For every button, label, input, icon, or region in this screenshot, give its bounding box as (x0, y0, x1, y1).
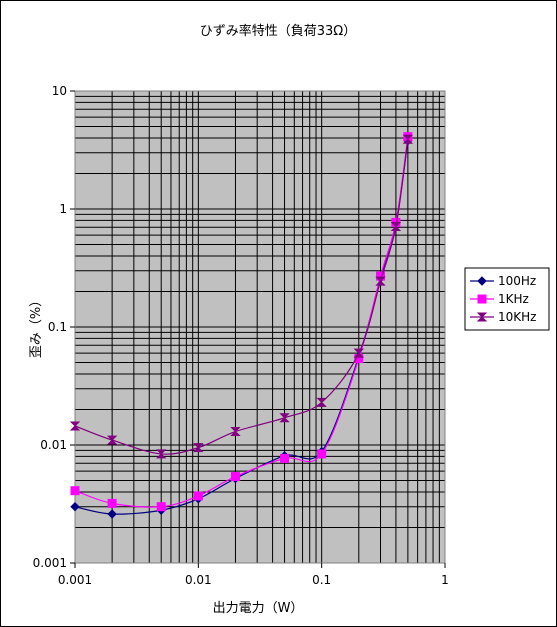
data-point-0 (107, 509, 117, 519)
x-tick-label: 0.01 (185, 573, 212, 587)
y-tick-label: 0.001 (33, 556, 67, 570)
data-point-2 (390, 222, 402, 232)
data-point-2 (375, 276, 386, 286)
data-point-2 (230, 427, 241, 437)
data-point-0 (70, 501, 80, 512)
legend-marker-1 (477, 294, 487, 304)
series-line-1 (74, 136, 409, 508)
data-point-1 (70, 486, 80, 496)
x-tick-label: 0.1 (312, 573, 331, 587)
data-point-1 (230, 472, 240, 482)
y-tick-label: 0.1 (48, 320, 67, 334)
data-point-1 (107, 498, 117, 508)
data-point-1 (156, 502, 166, 512)
y-tick-label: 1 (59, 202, 67, 216)
y-tick-label: 10 (52, 84, 67, 98)
data-point-1 (317, 449, 327, 459)
legend: 100Hz 1KHz 10KHz (464, 267, 550, 331)
series-line-2 (74, 139, 409, 455)
data-point-1 (193, 491, 203, 501)
y-tick-label: 0.01 (40, 438, 67, 452)
data-point-2 (193, 443, 204, 453)
y-axis-label: 歪み（%） (29, 294, 44, 358)
x-tick-label: 0.001 (58, 573, 92, 587)
legend-label-2: 10KHz (498, 310, 536, 324)
data-point-2 (155, 449, 167, 459)
legend-marker-2 (476, 312, 488, 322)
data-point-2 (316, 397, 327, 407)
data-point-2 (402, 134, 414, 144)
legend-label-0: 100Hz (498, 274, 536, 288)
x-axis-label: 出力電力（W） (213, 601, 304, 616)
chart-title: ひずみ率特性（負荷33Ω） (200, 23, 356, 39)
data-point-2 (69, 421, 81, 431)
data-point-1 (280, 453, 290, 463)
x-tick-label: 1 (441, 573, 449, 587)
legend-marker-0 (477, 276, 487, 286)
data-point-2 (279, 413, 290, 423)
data-point-2 (106, 435, 118, 445)
plot-area: 0.001 0.01 0.1 1 0.001 0.01 0.1 1 10 (33, 84, 449, 587)
data-point-2 (353, 348, 365, 358)
legend-label-1: 1KHz (498, 292, 529, 306)
